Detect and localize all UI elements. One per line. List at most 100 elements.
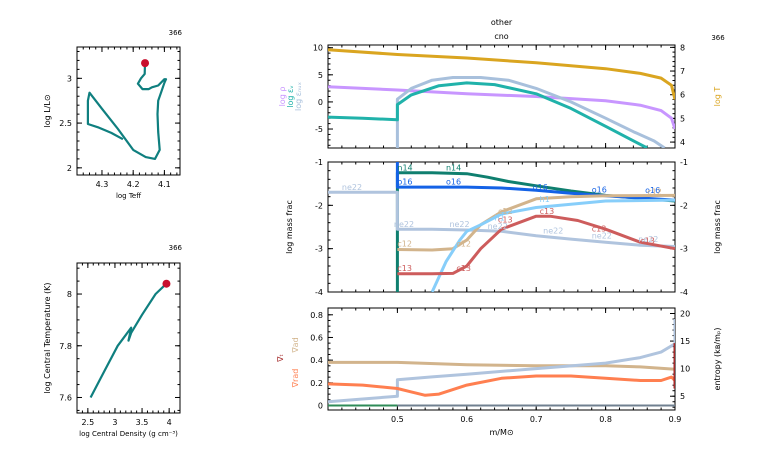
isotope-label-o16: o16: [533, 183, 548, 192]
bot-x-tick-label: 0.6: [460, 415, 473, 424]
hr-ylabel: log L/L⊙: [43, 94, 52, 127]
bot-y2-tick-label: 15: [680, 337, 690, 346]
hr-xlabel: log Teff: [116, 192, 141, 200]
trho-x-tick-label: 2.5: [81, 418, 94, 427]
top-series-eps_nuc: [395, 76, 666, 148]
top-title-cno: cno: [494, 32, 508, 41]
top-series-logT: [328, 48, 675, 100]
bot-y-tick-label: 0.2: [310, 379, 323, 388]
top-y-tick-label: 5: [318, 71, 323, 80]
isotope-label-n14: n14: [446, 164, 461, 173]
isotope-label-c13: c13: [397, 264, 412, 273]
top-y-tick-label: 0: [318, 98, 323, 107]
top-series-logRho: [328, 85, 675, 130]
mid-y-tick-label: -1: [315, 158, 323, 167]
trho-y-tick-label: 7.6: [59, 393, 72, 402]
trho-x-tick-label: 3: [112, 418, 117, 427]
hr-x-tick-label: 4.3: [96, 180, 109, 189]
isotope-label-o16: o16: [592, 185, 607, 194]
hr-y-tick-label: 2.5: [59, 119, 72, 128]
bot-y-tick-label: 0.8: [310, 311, 323, 320]
bot-ylabel-grad-rad: ∇rad: [291, 369, 300, 389]
bot-y2label: entropy (kʙ/mₚ): [713, 328, 722, 391]
mid-ylabel: log mass frac: [285, 200, 294, 254]
bot-y-tick-label: 0.6: [310, 333, 323, 342]
top-y-tick-label: 10: [313, 44, 323, 53]
isotope-label-o16: o16: [397, 178, 412, 187]
isotope-label-ne22: ne22: [449, 220, 469, 229]
profile-frame-number: 366: [711, 34, 725, 42]
isotope-label-ne22: ne22: [592, 232, 612, 241]
bot-series-grad_rad: [328, 374, 675, 397]
mid-series-c12: [397, 193, 675, 252]
isotope-label-ne22: ne22: [394, 220, 414, 229]
bot-x-tick-label: 0.8: [599, 415, 612, 424]
top-ylabel-1: log εᵥ: [286, 85, 295, 107]
isotope-label-ne22: ne22: [488, 222, 508, 231]
mid-series-c13: [397, 214, 675, 276]
mid-y-tick-label: -3: [315, 245, 323, 254]
bot-x-tick-label: 0.5: [391, 415, 404, 424]
mid-series-ne22: [328, 190, 675, 248]
mid-y2-tick-label: -4: [680, 288, 688, 297]
bot-ylabel-grad-ad: ∇ad: [291, 337, 300, 353]
top-y2label: log T: [713, 87, 722, 107]
top-profile-panel: -5 0 5 10 4 5 6 7 8 other cno log ρ log εᵥ log εₙᵤₓ lo…: [278, 18, 725, 149]
isotope-label-c12: c12: [397, 240, 412, 249]
bot-y2-tick-label: 5: [680, 392, 685, 401]
trho-ylabel: log Central Temperature (K): [43, 282, 52, 393]
mid-y2-tick-label: -3: [680, 245, 688, 254]
top-series-eps_nu: [328, 81, 648, 148]
trho-current-marker: [162, 279, 171, 288]
bot-ylabel-grad-t: ∇ₜ: [276, 354, 285, 363]
bot-x-tick-label: 0.7: [530, 415, 543, 424]
isotope-label-c13: c13: [540, 207, 555, 216]
bot-series-entropy: [328, 319, 675, 404]
hr-y-tick-label: 2: [67, 164, 72, 173]
top-y-tick-label: -5: [315, 125, 323, 134]
hr-x-tick-label: 4.1: [158, 180, 171, 189]
trho-y-tick-label: 8: [67, 290, 72, 299]
trho-frame-number: 366: [169, 244, 183, 252]
top-y2-tick-label: 4: [680, 138, 685, 147]
isotope-label-c12: c12: [647, 188, 662, 197]
mid-y2-tick-label: -2: [680, 201, 688, 210]
trho-track: [89, 282, 168, 399]
bot-y-tick-label: 0.4: [310, 356, 323, 365]
top-y2-tick-label: 7: [680, 67, 685, 76]
mid-y2label: log mass frac: [713, 200, 722, 254]
top-y2-tick-label: 8: [680, 43, 685, 52]
hr-diagram: 4.3 4.2 4.1 2 2.5 3 log Teff log L/L⊙ 366: [43, 29, 183, 200]
bot-series-grad_ad: [328, 360, 675, 371]
mid-series-h1: [430, 198, 675, 292]
isotope-label-c13: c13: [498, 216, 513, 225]
top-ylabel-2: log εₙᵤₓ: [294, 82, 303, 111]
top-ylabel-0: log ρ: [278, 87, 287, 107]
trho-y-tick-label: 7.8: [59, 342, 72, 351]
isotope-label-c12: c12: [498, 207, 513, 216]
isotope-label-h1: h1: [540, 195, 550, 204]
bot-xlabel: m/M⊙: [489, 428, 513, 437]
isotope-label-ne22: ne22: [543, 227, 563, 236]
bot-y2-tick-label: 10: [680, 365, 690, 374]
abundance-panel-frame: [327, 161, 676, 293]
central-t-rho-diagram-frame: [76, 262, 181, 414]
isotope-label-h1: h1: [495, 214, 505, 223]
trho-x-tick-label: 3.5: [136, 418, 149, 427]
isotope-label-o16: o16: [446, 178, 461, 187]
hr-track: [86, 63, 168, 160]
top-y2-tick-label: 6: [680, 91, 685, 100]
isotope-label-c13: c13: [640, 236, 655, 245]
isotope-label-c12: c12: [456, 240, 471, 249]
bot-y2-tick-label: 20: [680, 310, 690, 319]
hr-diagram-frame: [76, 46, 181, 176]
top-title-other: other: [491, 18, 513, 27]
mid-y2-tick-label: -1: [680, 158, 688, 167]
gradients-panel: 0.5 0.6 0.7 0.8 0.9 0 0.2 0.4 0.6 0.8 5 10 15 20 m/M⊙ ∇…: [276, 307, 722, 437]
hr-x-tick-label: 4.2: [127, 180, 140, 189]
hr-frame-number: 366: [169, 29, 183, 37]
mid-y-tick-label: -2: [315, 201, 323, 210]
top-y2-tick-label: 5: [680, 114, 685, 123]
hr-current-marker: [141, 59, 150, 68]
